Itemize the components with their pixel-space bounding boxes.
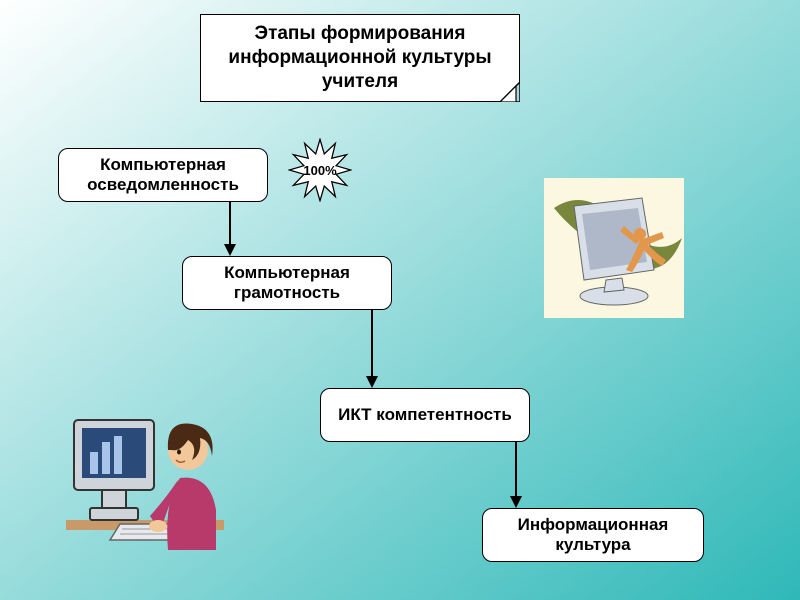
stage-box-2: Компьютерная грамотность: [182, 256, 392, 310]
stage-box-1: Компьютерная осведомленность: [58, 148, 268, 202]
title-text: Этапы формирования информационной культу…: [211, 22, 509, 93]
stage-label-1: Компьютерная осведомленность: [69, 155, 257, 196]
arrowhead-2: [366, 376, 378, 388]
connector-2: [371, 310, 373, 378]
arrowhead-1: [224, 244, 236, 256]
connector-1: [229, 202, 231, 246]
stage-box-4: Информационная культура: [482, 508, 704, 562]
stage-label-3: ИКТ компетентность: [338, 405, 512, 425]
illustration-computer-figure: [544, 178, 684, 323]
title-corner-fold: [500, 82, 520, 102]
connector-3: [515, 442, 517, 498]
starburst-badge: 100%: [288, 138, 352, 202]
stage-label-2: Компьютерная грамотность: [193, 263, 381, 304]
stage-label-4: Информационная культура: [493, 515, 693, 556]
illustration-woman-at-computer: [60, 380, 230, 565]
arrowhead-3: [510, 496, 522, 508]
starburst-label: 100%: [303, 163, 336, 178]
stage-box-3: ИКТ компетентность: [320, 388, 530, 442]
title-box: Этапы формирования информационной культу…: [200, 14, 520, 102]
